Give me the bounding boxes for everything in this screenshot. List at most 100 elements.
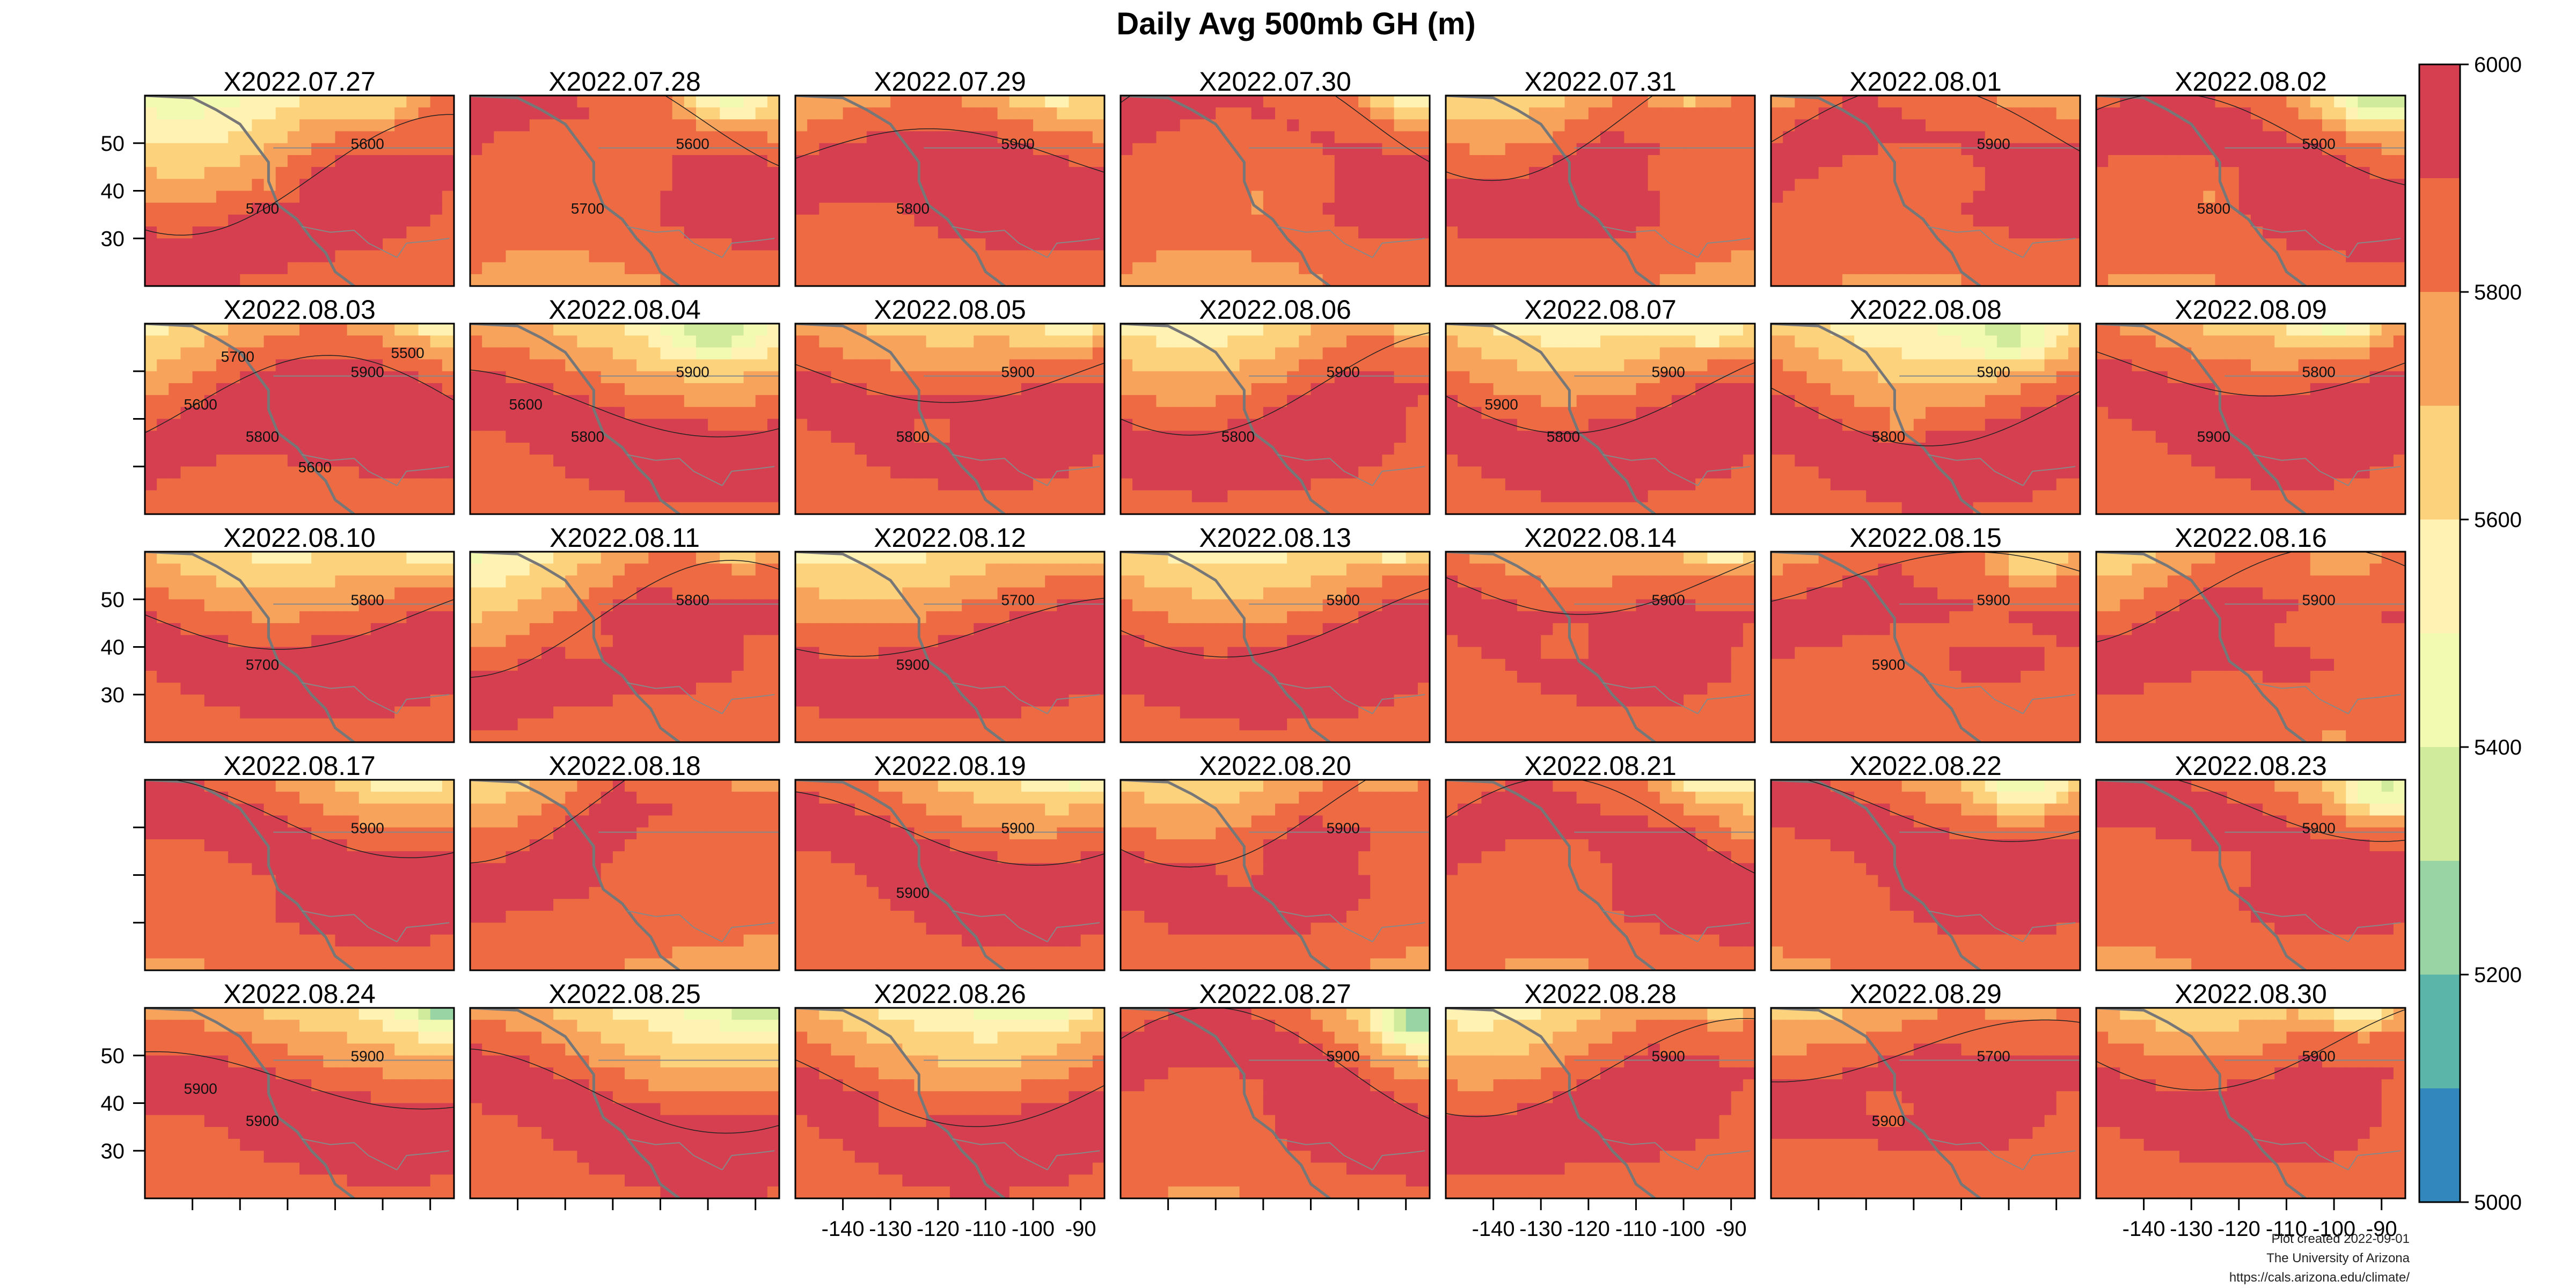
map-panel: 5900 X2022.08.14	[1445, 523, 1756, 743]
map-panel: 5900 5800 X2022.08.06	[1119, 295, 1431, 515]
contour-label: 5700	[221, 348, 254, 365]
contour-label: 5900	[1977, 591, 2010, 608]
contour-label: 5700	[1001, 591, 1035, 608]
panel-title: X2022.08.22	[1849, 751, 2002, 781]
contour-label: 5900	[1001, 363, 1035, 380]
panel-title: X2022.08.07	[1524, 295, 1677, 325]
contour-label: 5800	[676, 591, 709, 608]
x-tick-label: -110	[965, 1217, 1006, 1241]
x-tick-label: -140	[1472, 1217, 1515, 1241]
map-panel: 5900 X2022.08.13	[1119, 523, 1431, 743]
map-panel: 5900 5800 X2022.08.08	[1770, 295, 2081, 515]
colorbar-bin	[2419, 633, 2460, 747]
y-tick-label: 50	[101, 1044, 125, 1068]
panel-title: X2022.08.26	[874, 979, 1026, 1009]
contour-label: 5900	[184, 1080, 217, 1097]
colorbar-bin	[2419, 64, 2460, 178]
contour-label: 5700	[1977, 1048, 2010, 1064]
map-panel: X2022.08.22	[1770, 751, 2081, 971]
contour-label: 5700	[246, 200, 279, 217]
x-tick-label: -100	[1662, 1217, 1705, 1241]
map-panel: 5900 5900 X2022.08.19	[794, 751, 1106, 971]
map-panel: X2022.08.25	[469, 979, 780, 1199]
contour-label: 5900	[1652, 363, 1685, 380]
panel-title: X2022.08.20	[1199, 751, 1351, 781]
panel-title: X2022.08.15	[1849, 523, 2002, 553]
contour-label: 5900	[1001, 135, 1035, 152]
colorbar-tick-label: 5000	[2474, 1191, 2522, 1214]
x-tick-label: -130	[1519, 1217, 1562, 1241]
panel-title: X2022.08.13	[1199, 523, 1351, 553]
contour-label: 5800	[896, 200, 930, 217]
map-panel: 5900 5800 X2022.07.29	[794, 67, 1106, 287]
panel-title: X2022.08.05	[874, 295, 1026, 325]
contour-label: 5900	[1327, 591, 1360, 608]
panel-title: X2022.08.18	[548, 751, 701, 781]
contour-label: 5900	[1327, 363, 1360, 380]
contour-label: 5900	[351, 1048, 384, 1064]
colorbar-bin	[2419, 975, 2460, 1088]
map-panel: 5900 5800 X2022.08.02	[2095, 67, 2406, 287]
panel-title: X2022.07.30	[1199, 67, 1351, 97]
contour-label: 5900	[351, 819, 384, 836]
panel-title: X2022.08.02	[2175, 67, 2327, 97]
panel-title: X2022.08.11	[550, 523, 700, 553]
chart-title: Daily Avg 500mb GH (m)	[1116, 6, 1475, 41]
contour-label: 5800	[896, 428, 930, 445]
contour-label: 5900	[1872, 656, 1905, 673]
colorbar-tick-label: 6000	[2474, 53, 2522, 77]
y-tick-label: 30	[101, 1139, 125, 1163]
contour-label: 5900	[2302, 819, 2336, 836]
panel-title: X2022.08.27	[1199, 979, 1351, 1009]
map-panel: 5700 5900 X2022.08.29	[1770, 979, 2081, 1199]
contour-label: 5900	[1327, 819, 1360, 836]
x-tick-label: -120	[1567, 1217, 1610, 1241]
map-panel: 5600 5700 X2022.07.27	[144, 67, 455, 287]
map-panel: X2022.08.26	[794, 979, 1106, 1199]
colorbar-tick-label: 5800	[2474, 281, 2522, 304]
map-panel: X2022.08.18	[469, 751, 780, 971]
panel-title: X2022.08.14	[1524, 523, 1677, 553]
contour-label: 5900	[1485, 396, 1518, 413]
panel-title: X2022.08.10	[223, 523, 376, 553]
map-panel: X2022.08.21	[1445, 751, 1756, 971]
x-tick-label: -120	[2218, 1217, 2260, 1241]
panel-title: X2022.08.23	[2175, 751, 2327, 781]
x-tick-label: -110	[2266, 1217, 2307, 1241]
panel-grid: 5600 5700 X2022.07.27 5600 5700 X2022.07.28 59…	[144, 67, 2406, 1199]
contour-label: 5900	[2197, 428, 2230, 445]
x-tick-label: -100	[1012, 1217, 1055, 1241]
x-tick-label: -90	[1716, 1217, 1747, 1241]
map-panel: 5900 X2022.08.28	[1445, 979, 1756, 1199]
contour-label: 5900	[896, 884, 930, 901]
panel-title: X2022.08.29	[1849, 979, 2002, 1009]
map-panel: 5900 X2022.08.01	[1770, 67, 2081, 287]
map-panel: 5900 5800 5900 X2022.08.07	[1445, 295, 1756, 515]
contour-label: 5900	[676, 363, 709, 380]
panel-title: X2022.08.25	[548, 979, 701, 1009]
panel-title: X2022.08.28	[1524, 979, 1677, 1009]
map-panel: 5900 X2022.08.27	[1119, 979, 1431, 1199]
contour-label: 5900	[1977, 363, 2010, 380]
contour-label: 5900	[1872, 1113, 1905, 1129]
colorbar-bin	[2419, 1088, 2460, 1202]
y-tick-label: 40	[101, 180, 125, 203]
panel-title: X2022.08.06	[1199, 295, 1351, 325]
map-panel: 5800 X2022.08.11	[469, 523, 780, 743]
colorbar-bin	[2419, 406, 2460, 519]
credits: Plot created 2022-09-01 The University of…	[2229, 1232, 2410, 1285]
contour-label: 5800	[1872, 428, 1905, 445]
credit-line: The University of Arizona	[2266, 1251, 2410, 1265]
x-tick-label: -100	[2312, 1217, 2355, 1241]
panel-title: X2022.07.27	[223, 67, 376, 97]
map-panel: 5900 5800 5600 X2022.08.04	[469, 295, 780, 515]
contour-label: 5800	[246, 428, 279, 445]
contour-label: 5900	[351, 363, 384, 380]
y-tick-label: 50	[101, 132, 125, 156]
panel-title: X2022.08.08	[1849, 295, 2002, 325]
y-tick-label: 40	[101, 1092, 125, 1116]
contour-label: 5800	[1547, 428, 1580, 445]
colorbar-bin	[2419, 861, 2460, 975]
contour-label: 5600	[298, 459, 332, 475]
